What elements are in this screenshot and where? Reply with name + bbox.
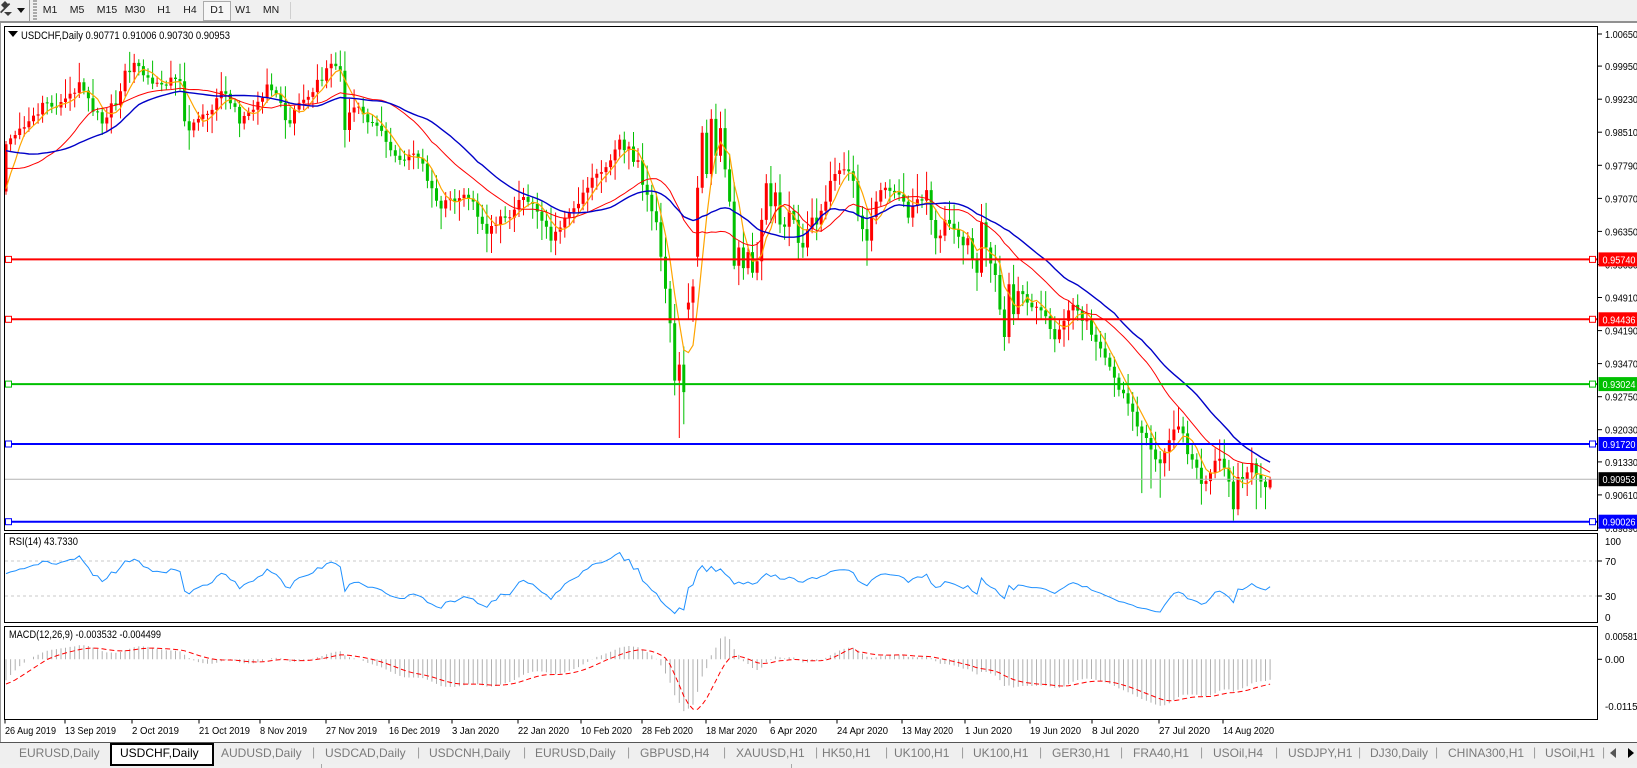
svg-text:28 Feb 2020: 28 Feb 2020 — [642, 726, 693, 737]
svg-text:27 Jul 2020: 27 Jul 2020 — [1159, 726, 1210, 737]
svg-text:0.90026: 0.90026 — [1603, 518, 1636, 529]
svg-text:30: 30 — [1605, 592, 1617, 603]
svg-text:19 Jun 2020: 19 Jun 2020 — [1030, 726, 1081, 737]
svg-text:0.94910: 0.94910 — [1605, 294, 1637, 305]
svg-text:6 Apr 2020: 6 Apr 2020 — [770, 726, 817, 737]
svg-text:0.005818: 0.005818 — [1605, 632, 1637, 643]
svg-text:0.90953: 0.90953 — [1603, 475, 1636, 486]
svg-text:22 Jan 2020: 22 Jan 2020 — [518, 726, 569, 737]
svg-text:1 Jun 2020: 1 Jun 2020 — [965, 726, 1012, 737]
svg-text:0.90610: 0.90610 — [1605, 491, 1637, 502]
svg-text:MACD(12,26,9) -0.003532 -0.004: MACD(12,26,9) -0.003532 -0.004499 — [9, 629, 161, 641]
svg-text:0.96350: 0.96350 — [1605, 227, 1637, 238]
svg-text:0.92750: 0.92750 — [1605, 393, 1637, 404]
svg-text:1.00650: 1.00650 — [1605, 30, 1637, 41]
svg-text:0: 0 — [1605, 613, 1611, 624]
svg-text:USDCHF,Daily 0.90771 0.91006: USDCHF,Daily 0.90771 0.91006 0.90730 0.9… — [21, 30, 230, 42]
svg-text:14 Aug 2020: 14 Aug 2020 — [1223, 726, 1274, 737]
svg-text:0.91330: 0.91330 — [1605, 458, 1637, 469]
svg-text:8 Nov 2019: 8 Nov 2019 — [260, 726, 307, 737]
svg-text:16 Dec 2019: 16 Dec 2019 — [389, 726, 440, 737]
svg-text:3 Jan 2020: 3 Jan 2020 — [452, 726, 499, 737]
svg-text:13 May 2020: 13 May 2020 — [902, 726, 953, 737]
svg-text:0.93024: 0.93024 — [1603, 380, 1636, 391]
svg-text:0.92030: 0.92030 — [1605, 426, 1637, 437]
svg-text:0.97790: 0.97790 — [1605, 161, 1637, 172]
svg-text:0.94190: 0.94190 — [1605, 327, 1637, 338]
svg-text:0.97070: 0.97070 — [1605, 194, 1637, 205]
svg-text:2 Oct 2019: 2 Oct 2019 — [132, 726, 179, 737]
svg-text:0.99950: 0.99950 — [1605, 62, 1637, 73]
svg-text:24 Apr 2020: 24 Apr 2020 — [837, 726, 888, 737]
svg-text:0.89890: 0.89890 — [1605, 524, 1637, 535]
svg-text:0.93470: 0.93470 — [1605, 360, 1637, 371]
svg-text:0.95740: 0.95740 — [1603, 255, 1636, 266]
svg-text:21 Oct 2019: 21 Oct 2019 — [199, 726, 250, 737]
svg-text:-0.01151: -0.01151 — [1605, 702, 1637, 713]
svg-text:RSI(14) 43.7330: RSI(14) 43.7330 — [9, 536, 78, 548]
svg-text:10 Feb 2020: 10 Feb 2020 — [581, 726, 632, 737]
svg-text:27 Nov 2019: 27 Nov 2019 — [326, 726, 377, 737]
svg-text:0.98510: 0.98510 — [1605, 128, 1637, 139]
svg-text:8 Jul 2020: 8 Jul 2020 — [1092, 726, 1139, 737]
svg-text:0.94436: 0.94436 — [1603, 315, 1636, 326]
svg-text:0.91720: 0.91720 — [1603, 440, 1636, 451]
svg-text:0.00: 0.00 — [1605, 655, 1625, 666]
svg-text:26 Aug 2019: 26 Aug 2019 — [5, 726, 56, 737]
svg-text:13 Sep 2019: 13 Sep 2019 — [65, 726, 116, 737]
svg-text:100: 100 — [1605, 537, 1621, 548]
svg-text:18 Mar 2020: 18 Mar 2020 — [706, 726, 757, 737]
svg-text:0.99230: 0.99230 — [1605, 95, 1637, 106]
svg-text:70: 70 — [1605, 557, 1617, 568]
